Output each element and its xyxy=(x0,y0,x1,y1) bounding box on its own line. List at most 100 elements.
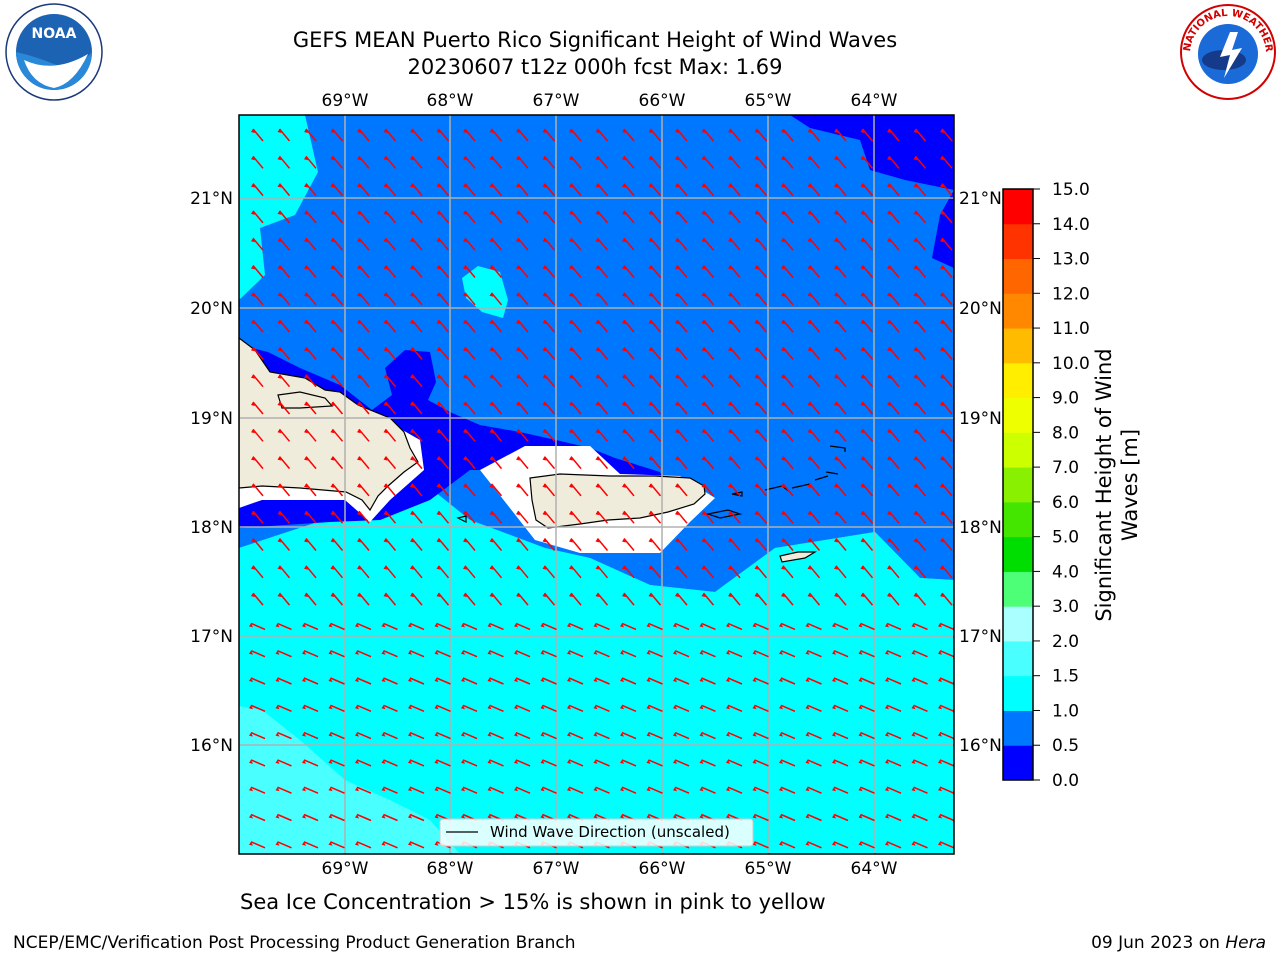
wind-arrow-head xyxy=(249,732,253,737)
wind-arrow xyxy=(489,622,504,631)
wind-arrow xyxy=(383,841,398,849)
wind-arrow xyxy=(278,374,291,388)
wind-arrow-head xyxy=(911,732,916,737)
wind-arrow-head xyxy=(781,129,785,133)
wind-arrow xyxy=(542,677,557,685)
wind-arrow-head xyxy=(648,265,653,270)
wind-arrow-head xyxy=(567,678,571,682)
wind-arrow xyxy=(278,565,291,579)
wind-arrow xyxy=(437,456,450,470)
lat-tick-left: 18°N xyxy=(190,518,233,538)
wind-arrow xyxy=(252,428,264,442)
wind-arrow-head xyxy=(781,511,785,516)
wind-arrow-head xyxy=(436,265,441,270)
wind-arrow xyxy=(860,704,875,712)
wind-arrow-head xyxy=(302,787,306,792)
wind-arrow xyxy=(490,292,503,306)
wind-arrow-head xyxy=(410,292,414,297)
wind-arrow-head xyxy=(514,650,518,655)
wind-arrow xyxy=(330,759,345,767)
wind-arrow xyxy=(860,841,875,849)
wind-arrow xyxy=(861,346,874,360)
wind-arrow xyxy=(833,759,849,767)
wind-arrow-head xyxy=(540,787,545,792)
wind-arrow xyxy=(409,622,425,631)
wind-arrow xyxy=(409,650,425,658)
colorbar-segment xyxy=(1003,362,1033,399)
wind-arrow xyxy=(674,650,690,658)
wind-arrow xyxy=(517,374,529,388)
wind-arrow xyxy=(437,237,450,251)
wind-arrow xyxy=(729,210,741,224)
wind-arrow xyxy=(621,759,637,767)
wind-arrow-head xyxy=(858,759,863,764)
wind-arrow xyxy=(490,265,503,278)
wind-arrow xyxy=(384,237,397,251)
wind-arrow xyxy=(861,483,874,497)
wind-arrow-head xyxy=(595,565,600,570)
wind-arrow-head xyxy=(249,623,253,628)
wind-arrow-head xyxy=(302,732,306,737)
wind-arrow xyxy=(515,677,531,685)
wind-arrow-head xyxy=(540,732,545,737)
wind-arrow-head xyxy=(277,320,282,325)
wind-arrow xyxy=(410,869,424,875)
wind-arrow xyxy=(358,565,370,579)
wind-arrow-head xyxy=(728,538,732,543)
wind-arrow xyxy=(729,565,741,579)
wind-arrow xyxy=(728,869,742,875)
wind-arrow xyxy=(358,538,370,551)
wind-arrow xyxy=(674,677,690,685)
wind-arrow xyxy=(464,538,476,551)
wind-arrow xyxy=(649,292,662,306)
wind-arrow xyxy=(464,183,476,197)
lat-tick-left: 20°N xyxy=(190,299,233,319)
wind-arrow xyxy=(305,346,317,360)
wind-arrow-head xyxy=(699,814,704,819)
wind-arrow xyxy=(727,704,743,712)
wind-arrow-head xyxy=(701,265,706,270)
wind-arrow xyxy=(939,677,954,685)
wind-arrow-head xyxy=(328,678,333,682)
wind-arrow xyxy=(729,374,741,388)
wind-arrow-head xyxy=(304,565,308,570)
wind-arrow-head xyxy=(330,129,335,133)
wind-arrow xyxy=(701,650,716,658)
wind-arrow xyxy=(754,759,769,767)
wind-arrow-head xyxy=(355,678,359,682)
wind-arrow xyxy=(436,622,451,631)
wind-arrow-head xyxy=(701,292,706,297)
wind-arrow xyxy=(941,510,953,524)
wind-arrow xyxy=(411,565,423,579)
wind-arrow xyxy=(358,292,370,306)
wind-arrow xyxy=(808,565,821,579)
wind-arrow-head xyxy=(622,265,626,270)
wind-arrow-head xyxy=(251,129,255,133)
wind-arrow xyxy=(729,346,741,360)
wind-arrow xyxy=(356,704,372,712)
wind-arrow xyxy=(702,346,715,360)
wind-arrow xyxy=(861,592,874,606)
wind-arrow xyxy=(727,650,743,658)
wind-arrow-head xyxy=(489,183,494,188)
wind-arrow xyxy=(860,650,875,658)
wind-arrow-head xyxy=(277,156,282,161)
wind-arrow xyxy=(888,155,900,169)
wind-arrow xyxy=(305,374,317,388)
wind-arrow xyxy=(596,265,609,278)
wind-arrow xyxy=(676,346,688,360)
wind-arrow xyxy=(358,128,370,142)
wind-arrow-head xyxy=(489,429,494,434)
wind-arrow-head xyxy=(328,650,333,655)
lon-tick-bottom: 66°W xyxy=(639,859,686,879)
wind-arrow xyxy=(411,319,423,333)
wind-arrow xyxy=(250,813,266,822)
wave-height-0.0-0.5-ne xyxy=(790,115,954,268)
wind-arrow-head xyxy=(646,705,651,710)
wind-arrow xyxy=(543,292,556,306)
wind-arrow xyxy=(835,592,847,606)
wind-arrow xyxy=(517,128,529,142)
wind-arrow xyxy=(411,374,423,388)
wind-arrow xyxy=(782,183,794,197)
wind-arrow-head xyxy=(383,565,388,570)
